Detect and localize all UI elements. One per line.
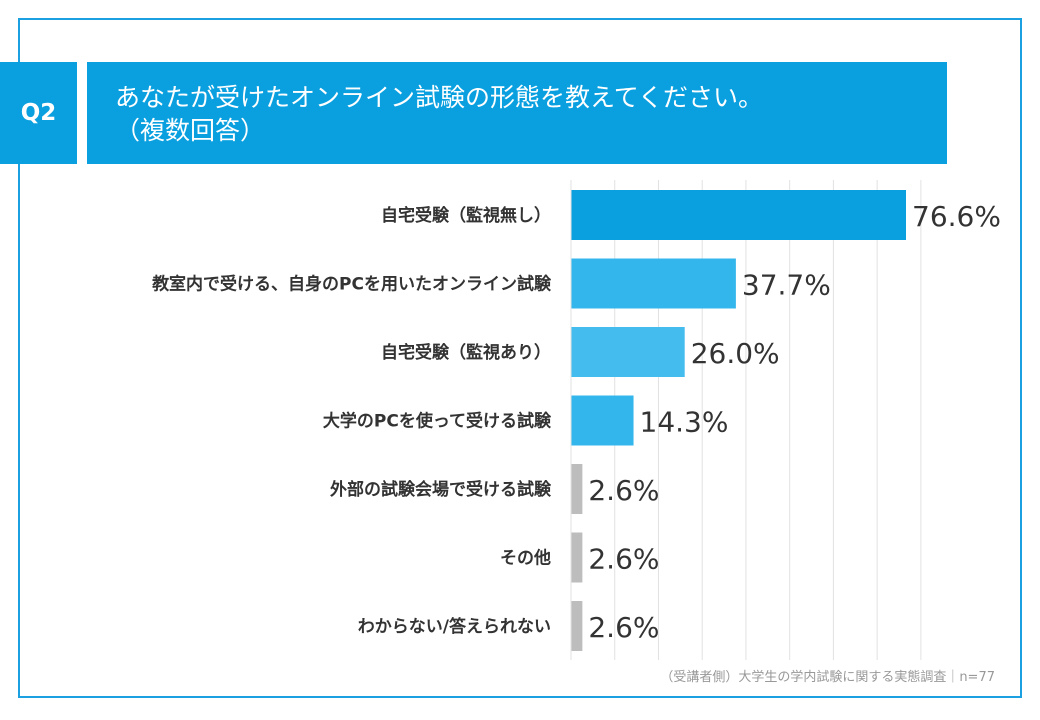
- value-label: 14.3%: [640, 406, 729, 439]
- category-label: 自宅受験（監視あり）: [381, 342, 551, 363]
- question-number: Q2: [20, 100, 57, 126]
- bar: [571, 327, 685, 377]
- value-label: 37.7%: [742, 269, 831, 302]
- category-label: わからない/答えられない: [358, 616, 551, 637]
- bar: [571, 395, 634, 446]
- question-title-bar: あなたが受けたオンライン試験の形態を教えてください。 （複数回答）: [87, 62, 947, 164]
- category-label: その他: [500, 548, 551, 569]
- question-subtitle: （複数回答）: [115, 116, 266, 145]
- bar: [571, 601, 583, 651]
- category-label: 教室内で受ける、自身のPCを用いたオンライン試験: [151, 274, 552, 295]
- value-label: 76.6%: [912, 200, 1001, 233]
- bar: [571, 190, 906, 240]
- bar: [571, 532, 583, 583]
- chart-frame: [18, 18, 1022, 698]
- question-title: あなたが受けたオンライン試験の形態を教えてください。: [115, 83, 764, 112]
- question-number-badge: Q2: [0, 62, 77, 164]
- value-label: 2.6%: [588, 543, 659, 576]
- value-label: 26.0%: [691, 337, 780, 370]
- value-label: 2.6%: [588, 611, 659, 644]
- category-label: 大学のPCを使って受ける試験: [323, 411, 552, 432]
- bar: [571, 258, 736, 309]
- source-note: （受講者側）大学生の学内試験に関する実態調査｜n=77: [660, 670, 995, 685]
- bar: [571, 464, 583, 514]
- category-label: 外部の試験会場で受ける試験: [330, 479, 552, 500]
- category-label: 自宅受験（監視無し）: [381, 205, 551, 226]
- value-label: 2.6%: [588, 474, 659, 507]
